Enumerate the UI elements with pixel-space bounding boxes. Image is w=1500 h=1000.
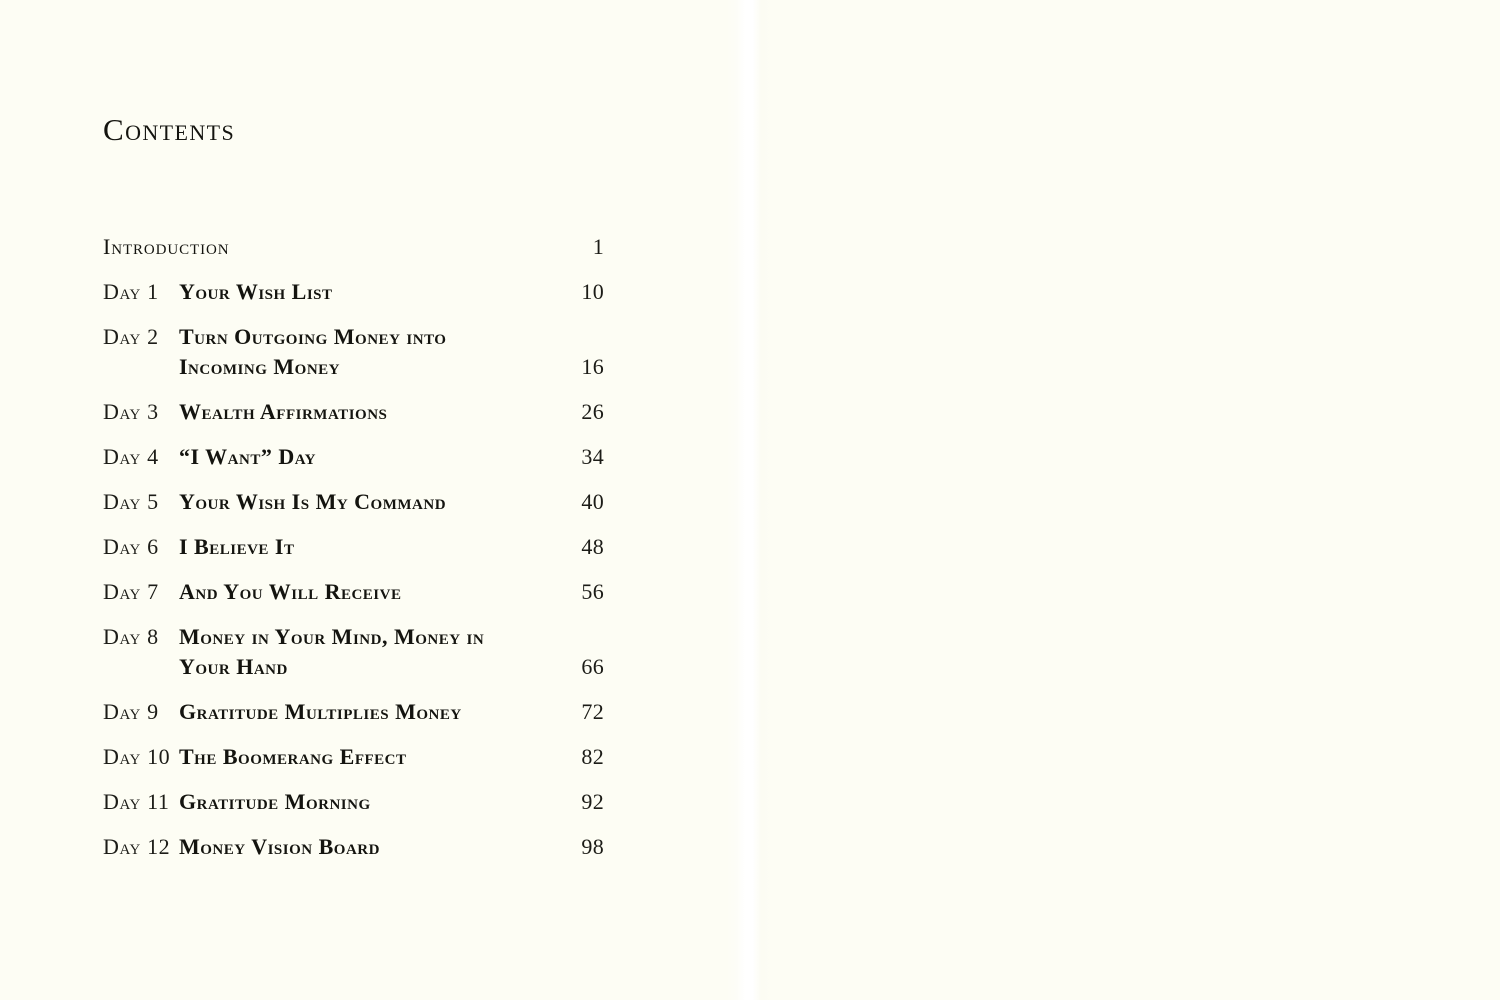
toc-entry-title: Money in Your Mind, Money in	[179, 624, 485, 649]
toc-entry-line: Day 12 Money Vision Board 98	[103, 832, 604, 862]
toc-entry[interactable]: Day 4 “I Want” Day 34	[103, 442, 604, 472]
toc-entry[interactable]: Introduction 1	[103, 232, 604, 262]
toc-entry-page-number: 82	[581, 744, 604, 769]
toc-entry-title: The Boomerang Effect	[179, 744, 407, 769]
toc-entry-page-number: 98	[581, 834, 604, 859]
toc-entry-label: Day 4	[103, 444, 159, 469]
toc-entry-page-number: 40	[581, 489, 604, 514]
toc-entry-label: Day 1	[103, 279, 159, 304]
toc-entry-page-number: 1	[592, 234, 604, 259]
toc-entry-title: Your Wish Is My Command	[179, 489, 447, 514]
page-title: Contents	[103, 112, 236, 147]
toc-entry[interactable]: Day 2 Turn Outgoing Money into Incoming Mo…	[103, 322, 604, 382]
toc-entry-title: Gratitude Morning	[179, 789, 371, 814]
toc-entry-title: Turn Outgoing Money into	[179, 324, 447, 349]
toc-entry-page-number: 10	[581, 279, 604, 304]
toc-entry-title: I Believe It	[179, 534, 295, 559]
toc-entry-line: Day 9 Gratitude Multiplies Money 72	[103, 697, 604, 727]
toc-entry-page-number: 26	[581, 399, 604, 424]
toc-entry-page-number: 66	[581, 654, 604, 679]
toc-entry-line: Day 2 Turn Outgoing Money into	[103, 322, 603, 352]
toc-entry-title: Your Wish List	[179, 279, 333, 304]
toc-entry-label: Day 6	[103, 534, 159, 559]
toc-entry[interactable]: Day 11 Gratitude Morning 92	[103, 787, 604, 817]
toc-list-left: Introduction 1 Day 1 Your Wish List 10 Day 2 T…	[103, 232, 604, 877]
toc-entry[interactable]: Day 8 Money in Your Mind, Money in Your Ha…	[103, 622, 604, 682]
toc-entry-label: Day 10	[103, 744, 171, 769]
toc-entry-line: Day 4 “I Want” Day 34	[103, 442, 604, 472]
toc-entry-title: Introduction	[103, 234, 230, 259]
toc-entry-label: Day 5	[103, 489, 159, 514]
toc-entry-page-number: 56	[581, 579, 604, 604]
toc-entry-page-number: 48	[581, 534, 604, 559]
toc-entry[interactable]: Day 7 And You Will Receive 56	[103, 577, 604, 607]
toc-entry-page-number: 92	[581, 789, 604, 814]
toc-entry-label: Day 12	[103, 834, 171, 859]
toc-entry-label: Day 7	[103, 579, 159, 604]
toc-entry-title: And You Will Receive	[179, 579, 402, 604]
toc-entry-label: Day 8	[103, 624, 159, 649]
toc-entry-title-continued: Your Hand	[179, 654, 288, 679]
toc-entry[interactable]: Day 6 I Believe It 48	[103, 532, 604, 562]
toc-entry-label: Day 2	[103, 324, 159, 349]
toc-entry[interactable]: Day 3 Wealth Affirmations 26	[103, 397, 604, 427]
left-page: Contents Introduction 1 Day 1 Your Wish Lis…	[0, 0, 744, 1000]
toc-entry-title: Wealth Affirmations	[179, 399, 388, 424]
toc-entry-line: Day 3 Wealth Affirmations 26	[103, 397, 604, 427]
toc-entry-page-number: 34	[581, 444, 604, 469]
toc-entry-page-number: 16	[581, 354, 604, 379]
toc-entry-line: Day 10 The Boomerang Effect 82	[103, 742, 604, 772]
toc-entry-line: Day 7 And You Will Receive 56	[103, 577, 604, 607]
toc-entry-line: Day 1 Your Wish List 10	[103, 277, 604, 307]
toc-entry[interactable]: Day 9 Gratitude Multiplies Money 72	[103, 697, 604, 727]
toc-entry-title: Gratitude Multiplies Money	[179, 699, 462, 724]
toc-entry-label: Day 9	[103, 699, 159, 724]
toc-entry-line: Your Hand 66	[103, 652, 604, 682]
toc-entry[interactable]: Day 5 Your Wish Is My Command 40	[103, 487, 604, 517]
toc-entry-title-continued: Incoming Money	[179, 354, 340, 379]
toc-entry-page-number: 72	[581, 699, 604, 724]
toc-entry-title: Money Vision Board	[179, 834, 380, 859]
toc-entry-line: Day 8 Money in Your Mind, Money in	[103, 622, 603, 652]
toc-entry-line: Introduction 1	[103, 232, 604, 262]
toc-entry-line: Day 6 I Believe It 48	[103, 532, 604, 562]
toc-entry-line: Incoming Money 16	[103, 352, 604, 382]
toc-entry[interactable]: Day 1 Your Wish List 10	[103, 277, 604, 307]
toc-entry[interactable]: Day 10 The Boomerang Effect 82	[103, 742, 604, 772]
toc-entry-line: Day 5 Your Wish Is My Command 40	[103, 487, 604, 517]
right-page: Day 13I’m a Multimillionaire104Day 14Tha…	[744, 0, 1500, 1000]
toc-entry-label: Day 11	[103, 789, 170, 814]
toc-entry-label: Day 3	[103, 399, 159, 424]
toc-entry[interactable]: Day 12 Money Vision Board 98	[103, 832, 604, 862]
toc-entry-title: “I Want” Day	[179, 444, 317, 469]
toc-entry-line: Day 11 Gratitude Morning 92	[103, 787, 604, 817]
